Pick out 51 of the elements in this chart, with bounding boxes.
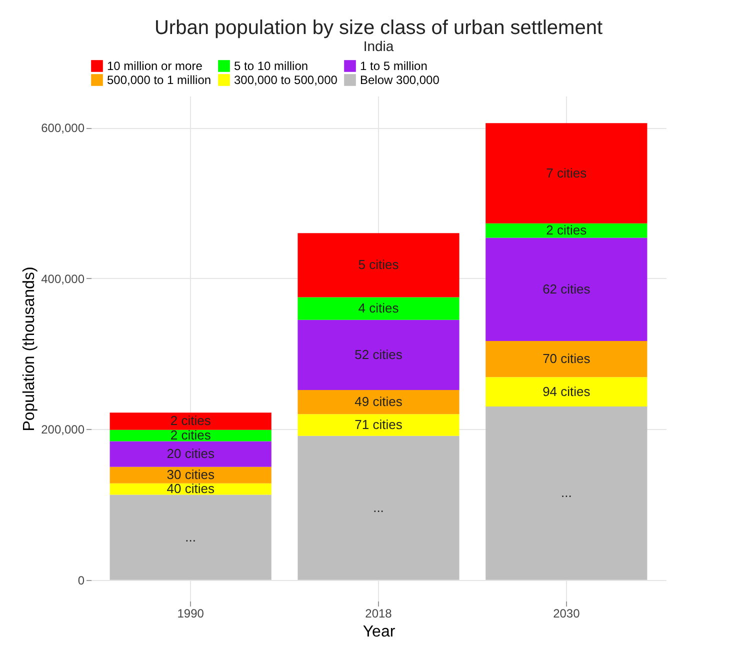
bar	[298, 414, 460, 436]
annotation: 40 cities	[166, 481, 215, 496]
y-tick-label: 200,000	[41, 422, 85, 437]
bar	[486, 340, 648, 378]
bar	[298, 233, 460, 298]
legend-label: 1 to 5 million	[360, 59, 428, 73]
y-tick-label: 0	[78, 573, 85, 588]
x-tick-label: 2018	[365, 606, 392, 620]
bar	[298, 297, 460, 320]
annotation: 20 cities	[166, 446, 215, 462]
bar	[110, 466, 272, 484]
annotation: 52 cities	[354, 346, 403, 362]
annotation: 2 cities	[170, 428, 212, 443]
annotation: ...	[373, 500, 384, 515]
bar	[486, 238, 648, 341]
chart-subtitle: India	[363, 38, 394, 54]
annotation: 2 cities	[170, 413, 212, 428]
y-axis-title: Population (thousands)	[21, 266, 38, 432]
bar	[298, 320, 460, 390]
x-tick-label: 1990	[177, 606, 204, 620]
annotation: 94 cities	[542, 384, 591, 399]
legend-label: 10 million or more	[107, 59, 203, 73]
bar	[486, 377, 648, 407]
annotation: 5 cities	[358, 257, 400, 272]
annotation: 62 cities	[542, 281, 591, 296]
annotation: 71 cities	[354, 417, 403, 432]
annotation: 4 cities	[358, 300, 400, 316]
legend-label: Below 300,000	[360, 73, 440, 87]
x-tick-label: 2030	[553, 606, 580, 620]
annotation: 70 cities	[542, 351, 591, 366]
bar	[298, 390, 460, 414]
annotation: 2 cities	[546, 222, 588, 238]
bar	[110, 412, 272, 430]
bar	[110, 494, 272, 580]
bar	[298, 436, 460, 580]
y-tick-label: 600,000	[41, 121, 85, 136]
annotation: 49 cities	[354, 394, 403, 410]
annotation: ...	[560, 485, 572, 500]
legend-label: 500,000 to 1 million	[107, 73, 212, 87]
legend-label: 5 to 10 million	[234, 59, 308, 73]
bar	[486, 223, 648, 238]
y-tick-label: 400,000	[41, 272, 85, 286]
legend-label: 300,000 to 500,000	[234, 73, 338, 87]
x-axis-title: Year	[362, 624, 396, 640]
annotation: 30 cities	[166, 467, 215, 482]
chart-title: Urban population by size class of urban settlement	[154, 17, 603, 39]
bar	[486, 406, 648, 580]
annotation: 7 cities	[546, 165, 588, 180]
annotation: ...	[185, 529, 196, 544]
bar	[110, 441, 272, 467]
bar	[486, 123, 648, 224]
